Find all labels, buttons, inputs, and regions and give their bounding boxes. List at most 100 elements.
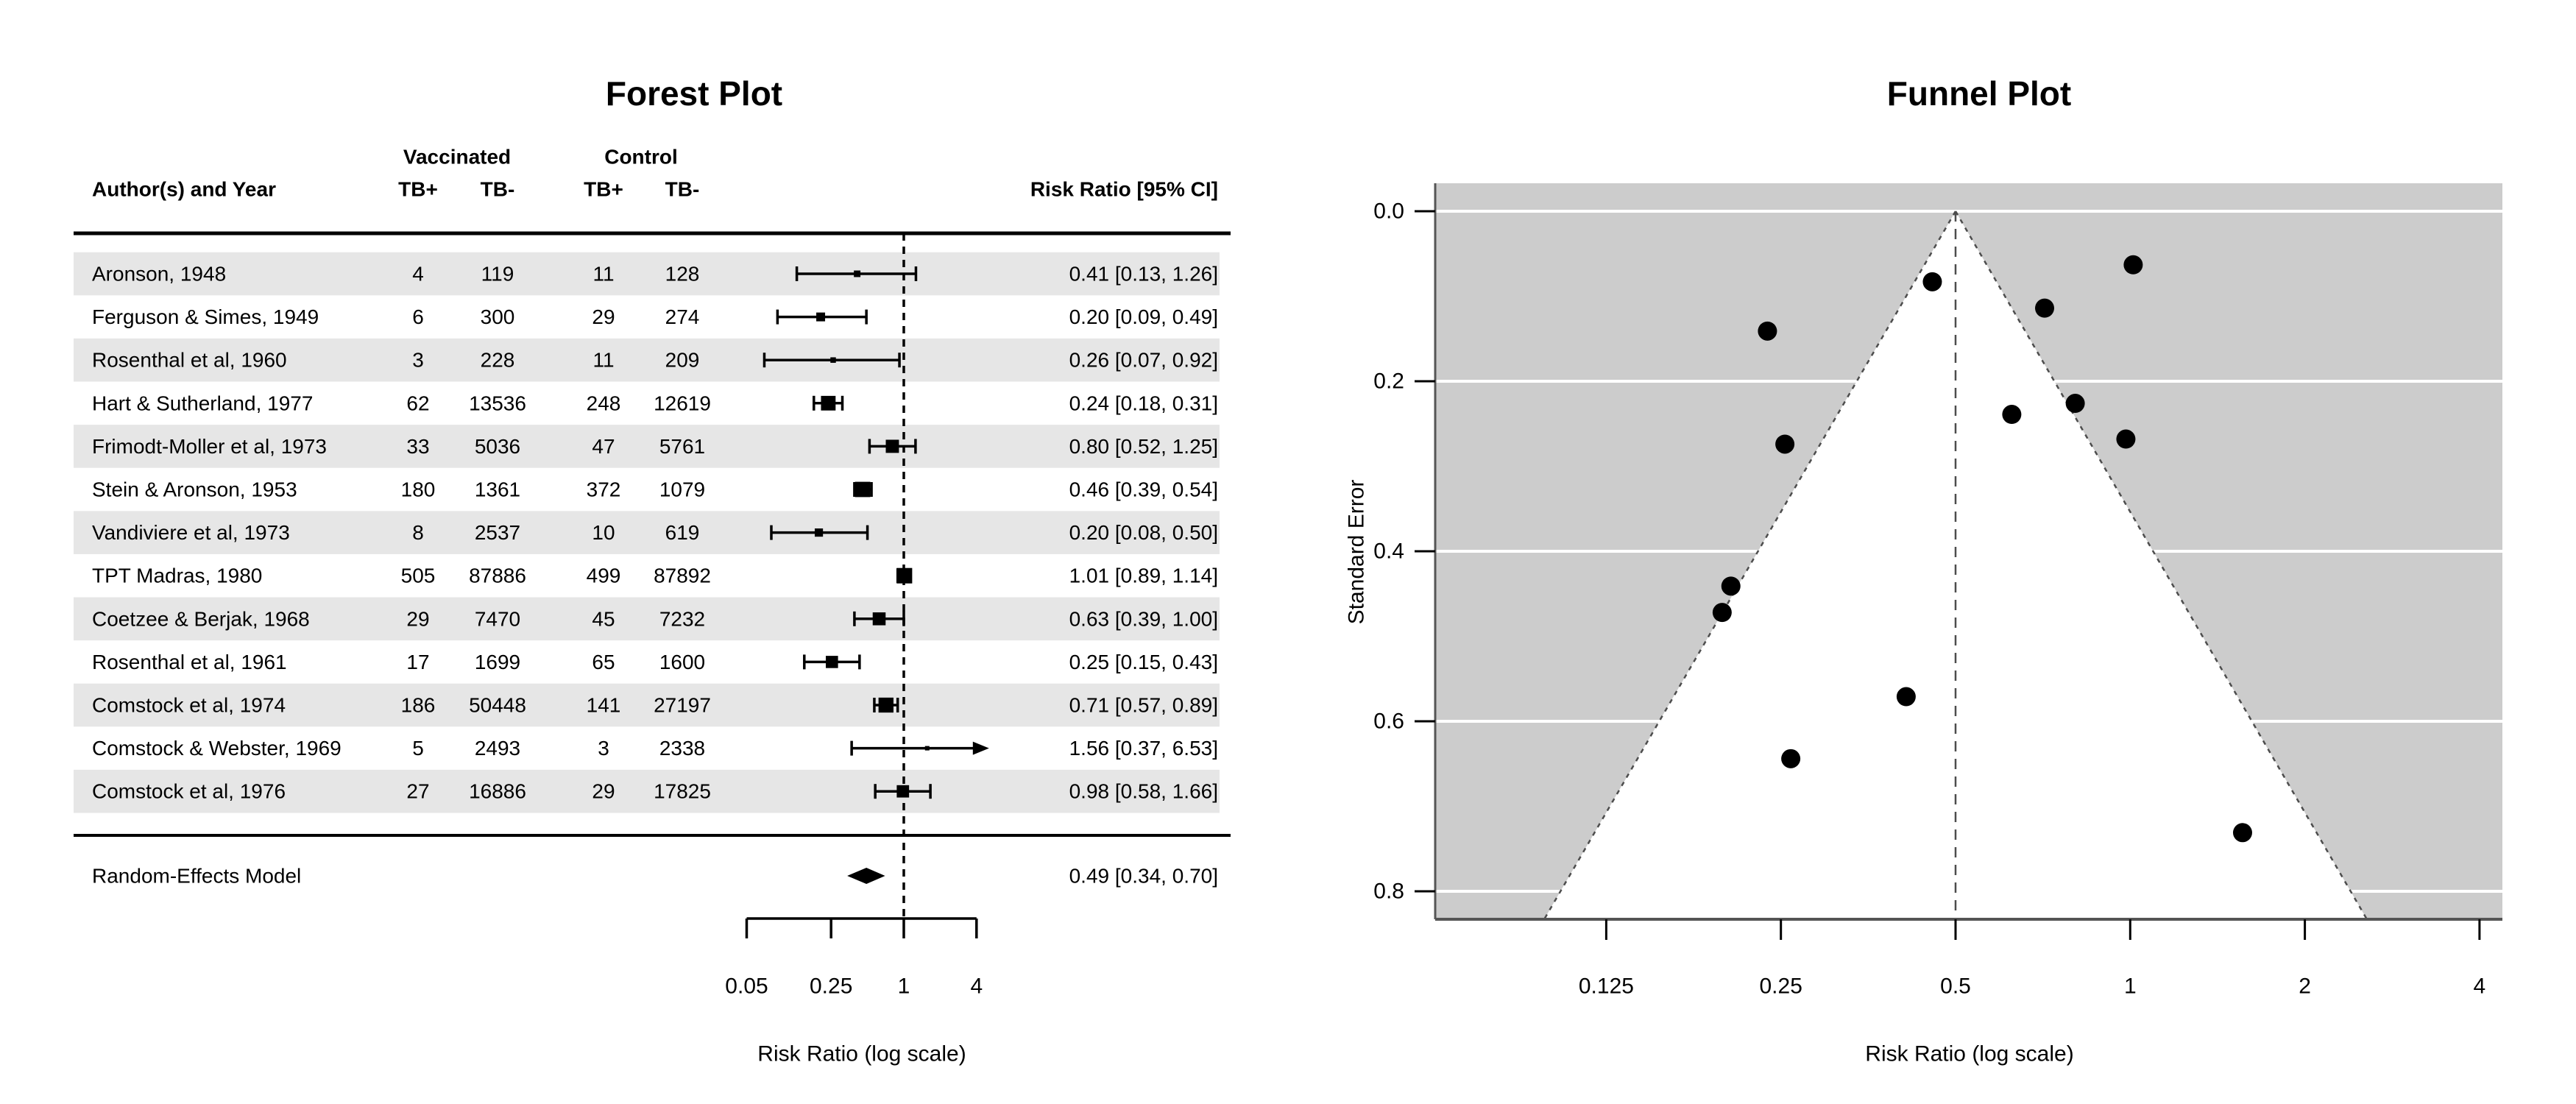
summary-estimate: 0.49 [0.34, 0.70]	[1069, 865, 1218, 888]
author-cell: Frimodt-Moller et al, 1973	[92, 435, 327, 458]
summary-label: Random-Effects Model	[92, 865, 301, 888]
effect-square	[854, 481, 871, 498]
author-cell: Rosenthal et al, 1961	[92, 651, 287, 673]
control-tbpos-cell: 29	[592, 780, 615, 803]
vaccinated-tbneg-cell: 87886	[469, 565, 526, 587]
effect-square	[878, 697, 894, 713]
forest-row: Vandiviere et al, 1973 8 2537 10 619 0.20 [0.…	[92, 521, 1218, 544]
funnel-point	[2123, 255, 2143, 275]
control-group-header: Control	[604, 146, 678, 169]
control-tbneg-cell: 1079	[659, 478, 705, 501]
control-tbpos-cell: 29	[592, 305, 615, 328]
ci-arrow	[972, 741, 989, 755]
author-cell: Aronson, 1948	[92, 263, 226, 286]
control-tbpos-cell: 141	[587, 694, 621, 717]
funnel-points	[1712, 255, 2252, 843]
effect-square	[830, 357, 836, 363]
funnel-point	[1758, 321, 1777, 341]
row-band	[74, 769, 1220, 813]
author-cell: Coetzee & Berjak, 1968	[92, 607, 310, 630]
forest-row: Comstock et al, 1976 27 16886 29 17825 0.98 […	[92, 780, 1218, 803]
funnel-point	[2232, 823, 2252, 843]
forest-row: Comstock et al, 1974 186 50448 141 27197 0.71…	[92, 694, 1218, 717]
estimate-cell: 1.56 [0.37, 6.53]	[1069, 737, 1218, 760]
control-tbneg-cell: 12619	[654, 392, 711, 414]
row-band	[74, 683, 1220, 727]
forest-row: Coetzee & Berjak, 1968 29 7470 45 7232 0.63 […	[92, 607, 1218, 630]
author-column-header: Author(s) and Year	[92, 178, 276, 201]
forest-x-axis: 0.05 0.25 1 4	[725, 917, 983, 999]
funnel-point	[1721, 576, 1741, 596]
funnel-y-axis-title: Standard Error	[1345, 480, 1369, 625]
funnel-y-tick-label: 0.2	[1373, 369, 1404, 394]
funnel-region	[1435, 183, 2502, 920]
author-cell: Comstock et al, 1976	[92, 780, 286, 803]
row-band	[74, 425, 1220, 468]
funnel-y-tick-label: 0.6	[1373, 710, 1404, 734]
effect-square	[821, 395, 836, 411]
effect-square	[872, 612, 886, 626]
vaccinated-tbpos-cell: 180	[401, 478, 436, 501]
vaccinated-tbneg-cell: 228	[481, 349, 515, 372]
funnel-point	[1775, 434, 1795, 454]
effect-square	[896, 567, 913, 584]
author-cell: TPT Madras, 1980	[92, 565, 262, 587]
control-tbneg-cell: 7232	[659, 607, 705, 630]
control-tbpos-cell: 11	[592, 349, 614, 372]
funnel-point	[2065, 394, 2085, 414]
control-tbneg-cell: 87892	[654, 565, 711, 587]
funnel-point	[1781, 749, 1801, 768]
control-tbneg-cell: 2338	[659, 737, 705, 760]
estimate-column-header: Risk Ratio [95% CI]	[1030, 178, 1218, 201]
vaccinated-tbpos-cell: 3	[412, 349, 424, 372]
estimate-cell: 0.71 [0.57, 0.89]	[1069, 694, 1218, 717]
vaccinated-tbpos-cell: 6	[412, 305, 424, 328]
funnel-x-tick-label: 0.125	[1579, 974, 1634, 999]
effect-square	[826, 656, 838, 668]
vaccinated-tbpos-cell: 62	[406, 392, 429, 414]
forest-row: Frimodt-Moller et al, 1973 33 5036 47 5761 0.…	[92, 435, 1218, 458]
vaccinated-tbneg-cell: 16886	[469, 780, 526, 803]
author-cell: Vandiviere et al, 1973	[92, 521, 290, 544]
author-cell: Ferguson & Simes, 1949	[92, 305, 319, 328]
forest-x-tick-label: 0.25	[810, 974, 852, 999]
estimate-cell: 0.41 [0.13, 1.26]	[1069, 263, 1218, 286]
control-tbpos-cell: 11	[592, 263, 614, 286]
forest-x-tick-label: 4	[970, 974, 983, 999]
control-tbpos-cell: 499	[587, 565, 621, 587]
row-band	[74, 597, 1220, 641]
vaccinated-tbpos-cell: 186	[401, 694, 436, 717]
summary-diamond	[847, 868, 885, 884]
estimate-cell: 0.20 [0.09, 0.49]	[1069, 305, 1218, 328]
funnel-axes: 0.0 0.2 0.4 0.6 0.8 0.125 0.25 0.5 1 2 4	[1373, 183, 2502, 999]
vaccinated-tbpos-cell: 29	[406, 607, 429, 630]
control-tbpos-cell: 47	[592, 435, 615, 458]
forest-row: Rosenthal et al, 1960 3 228 11 209 0.26 [0.07…	[92, 349, 1218, 372]
control-tbneg-cell: 5761	[659, 435, 705, 458]
funnel-point	[2116, 429, 2136, 449]
funnel-plot: Funnel Plot 0.0 0.2 0.4 0.6 0.8 0.125 0.25 0.5 1…	[1345, 74, 2502, 1066]
effect-square	[924, 746, 930, 751]
author-cell: Hart & Sutherland, 1977	[92, 392, 313, 414]
vaccinated-tbneg-cell: 1361	[475, 478, 520, 501]
control-tbpos-column-header: TB+	[584, 178, 623, 201]
control-tbneg-cell: 209	[665, 349, 700, 372]
control-tbneg-column-header: TB-	[665, 178, 700, 201]
vaccinated-tbneg-cell: 300	[481, 305, 515, 328]
forest-plot: Forest Plot Vaccinated Control Author(s)…	[74, 74, 1231, 1066]
forest-row: TPT Madras, 1980 505 87886 499 87892 1.01 [0.…	[92, 565, 1218, 587]
forest-row: Comstock & Webster, 1969 5 2493 3 2338 1.56 […	[92, 737, 1218, 760]
vaccinated-tbneg-cell: 5036	[475, 435, 520, 458]
funnel-point	[1712, 603, 1732, 623]
funnel-point	[1896, 687, 1916, 707]
vaccinated-tbpos-cell: 27	[406, 780, 429, 803]
forest-row: Aronson, 1948 4 119 11 128 0.41 [0.13, 1.26]	[92, 263, 1218, 286]
vaccinated-tbneg-cell: 50448	[469, 694, 526, 717]
forest-title: Forest Plot	[606, 74, 782, 113]
funnel-point	[2002, 405, 2022, 425]
estimate-cell: 0.24 [0.18, 0.31]	[1069, 392, 1218, 414]
estimate-cell: 0.63 [0.39, 1.00]	[1069, 607, 1218, 630]
forest-x-tick-label: 0.05	[725, 974, 768, 999]
effect-square	[885, 439, 899, 453]
